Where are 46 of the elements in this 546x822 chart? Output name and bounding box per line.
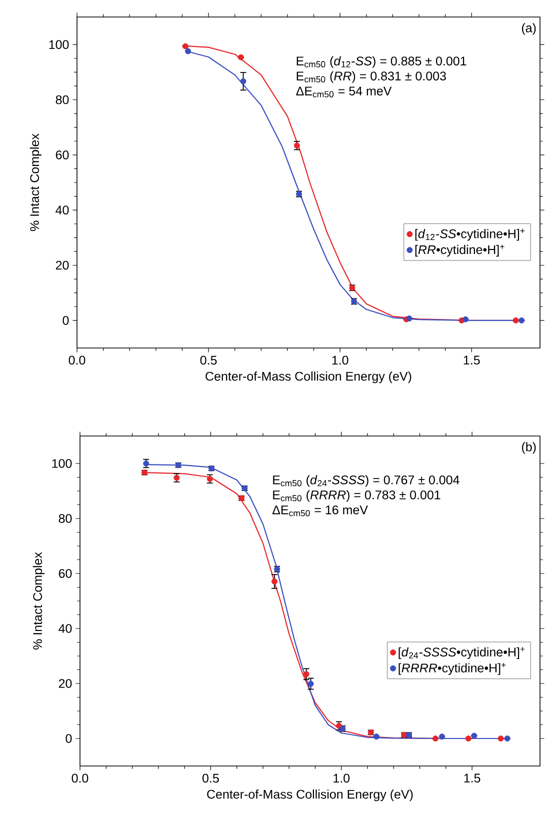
- x-tick-label: 1.5: [464, 356, 480, 365]
- point: [271, 578, 278, 584]
- y-tick-label: 80: [58, 514, 72, 523]
- point: [406, 315, 412, 322]
- x-axis-title: Center-of-Mass Collision Energy (eV): [207, 790, 413, 802]
- annotation: E$_{cm50}$ (RR) = 0.831 ± 0.003: [296, 71, 446, 83]
- y-tick-label: 20: [58, 679, 72, 688]
- point: [185, 48, 192, 54]
- y-tick-label: 40: [56, 206, 69, 215]
- annotation: E$_{cm50}$ (RRRR) = 0.783 ± 0.001: [273, 490, 440, 502]
- y-tick-label: 0: [66, 734, 72, 743]
- point: [240, 78, 246, 84]
- point: [143, 460, 150, 466]
- legend-label: [RRRR•cytidine•H]$^{+}$: [398, 662, 506, 675]
- legend-label: [d$_{24}$-SSSS•cytidine•H]$^{+}$: [398, 646, 525, 659]
- annotation: E$_{cm50}$ (d$_{12}$-SS) = 0.885 ± 0.001: [296, 56, 466, 68]
- x-tick-label: 0.5: [200, 356, 217, 365]
- y-axis-title: % Intact Complex: [30, 134, 42, 232]
- annotation: E$_{cm50}$ (d$_{24}$-SSSS) = 0.767 ± 0.004: [273, 475, 460, 487]
- x-tick-label: 1.0: [332, 356, 348, 365]
- y-tick-label: 80: [56, 95, 69, 104]
- y-tick-label: 40: [58, 624, 72, 633]
- legend-label: [d$_{12}$-SS•cytidine•H]$^{+}$: [415, 228, 525, 241]
- point: [238, 54, 244, 60]
- point: [308, 680, 314, 687]
- x-tick-label: 0.5: [202, 774, 219, 783]
- legend-label: [RR•cytidine•H]$^{+}$: [415, 244, 504, 257]
- annotation: ΔE$_{cm50}$ = 16 meV: [272, 505, 368, 516]
- x-axis-title: Center-of-Mass Collision Energy (eV): [206, 372, 412, 384]
- y-tick-label: 60: [56, 150, 69, 160]
- point: [182, 43, 188, 50]
- x-tick-label: 1.0: [334, 774, 350, 783]
- y-tick-label: 100: [49, 40, 69, 50]
- y-tick-label: 100: [52, 459, 72, 468]
- y-tick-label: 60: [58, 569, 72, 578]
- point: [303, 671, 310, 678]
- annotation: (b): [522, 442, 536, 454]
- annotation: (a): [522, 23, 536, 35]
- y-tick-label: 0: [62, 316, 69, 325]
- annotation: ΔE$_{cm50}$ = 54 meV: [296, 86, 392, 98]
- x-tick-label: 0.0: [72, 774, 88, 783]
- y-axis-title: % Intact Complex: [32, 552, 44, 650]
- point: [294, 142, 300, 149]
- x-tick-label: 0.0: [68, 356, 86, 365]
- x-tick-label: 1.5: [464, 774, 480, 783]
- y-tick-label: 20: [56, 260, 69, 270]
